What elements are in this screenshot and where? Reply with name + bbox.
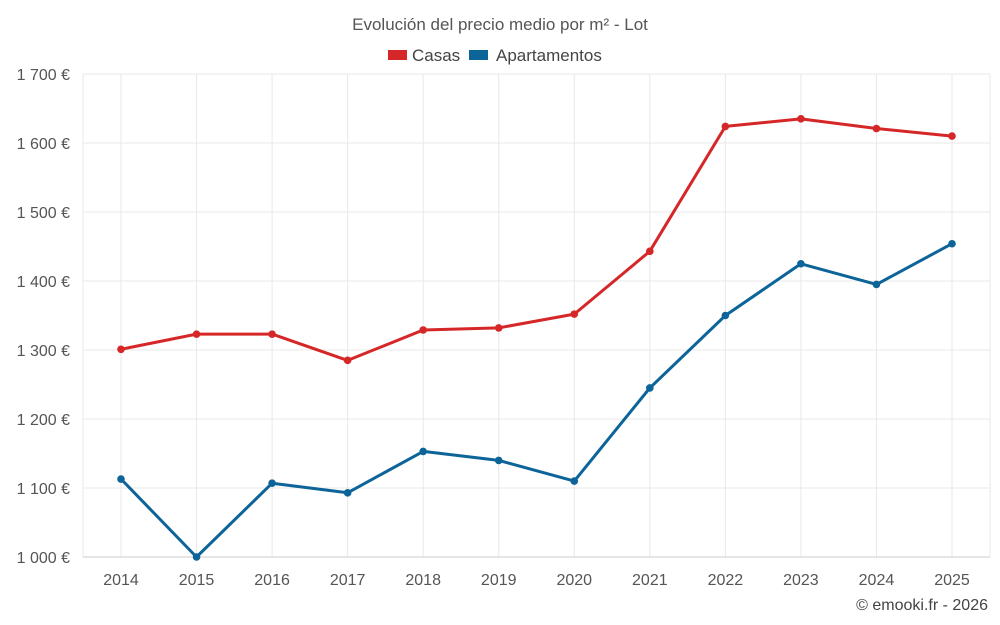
y-tick-label: 1 400 € [17, 274, 70, 291]
credit-text: © emooki.fr - 2026 [856, 597, 988, 614]
series-line-apartamentos [119, 242, 953, 559]
data-point-apartamentos [948, 239, 956, 248]
y-tick-label: 1 200 € [17, 412, 70, 429]
x-tick-label: 2017 [330, 572, 366, 589]
data-point-apartamentos [872, 280, 881, 289]
series-line-casas [120, 117, 953, 362]
data-point-casas [570, 310, 579, 318]
x-tick-label: 2019 [481, 572, 517, 589]
x-tick-label: 2024 [859, 572, 895, 589]
grid [82, 73, 991, 558]
data-point-apartamentos [117, 475, 125, 483]
x-tick-label: 2015 [179, 572, 215, 589]
data-point-apartamentos [570, 477, 579, 485]
data-point-casas [646, 247, 654, 256]
data-point-casas [343, 356, 352, 365]
data-point-casas [721, 122, 730, 131]
data-point-casas [192, 330, 201, 338]
x-tick-label: 2018 [405, 572, 441, 589]
x-tick-label: 2014 [103, 572, 139, 589]
legend-swatch-apartamentos [469, 50, 488, 60]
data-point-casas [419, 326, 427, 334]
x-tick-label: 2025 [934, 572, 970, 589]
y-tick-label: 1 300 € [17, 343, 70, 360]
data-point-casas [494, 324, 503, 332]
data-point-apartamentos [721, 311, 730, 320]
data-point-casas [872, 124, 881, 133]
data-point-casas [268, 330, 276, 338]
x-tick-label: 2023 [783, 572, 819, 589]
data-point-apartamentos [797, 259, 805, 268]
x-tick-label: 2021 [632, 572, 668, 589]
legend-swatch-casas [388, 50, 407, 60]
x-tick-label: 2022 [708, 572, 744, 589]
y-tick-label: 1 700 € [17, 67, 70, 84]
data-point-casas [948, 132, 956, 140]
chart-title: Evolución del precio medio por m² - Lot [352, 15, 648, 34]
data-point-apartamentos [646, 384, 654, 392]
data-point-apartamentos [494, 456, 503, 465]
series-group [117, 115, 956, 561]
y-axis: 1 000 € 1 100 € 1 200 € 1 300 € 1 400 € 1 500… [17, 67, 70, 567]
x-tick-label: 2020 [556, 572, 592, 589]
data-point-apartamentos [343, 489, 352, 497]
data-point-apartamentos [419, 447, 427, 456]
x-tick-label: 2016 [254, 572, 290, 589]
x-axis: 2014 2015 2016 2017 2018 2019 2020 2021 2022 2023… [103, 572, 970, 589]
legend-label-apartamentos: Apartamentos [496, 46, 602, 65]
data-point-casas [117, 345, 125, 354]
y-tick-label: 1 100 € [17, 481, 70, 498]
data-point-casas [797, 115, 805, 123]
y-tick-label: 1 000 € [17, 550, 70, 567]
legend-label-casas: Casas [412, 46, 460, 65]
y-tick-label: 1 500 € [17, 205, 70, 222]
y-tick-label: 1 600 € [17, 136, 70, 153]
data-point-apartamentos [192, 553, 201, 561]
data-point-apartamentos [268, 479, 276, 487]
legend: Casas Apartamentos [388, 46, 602, 65]
